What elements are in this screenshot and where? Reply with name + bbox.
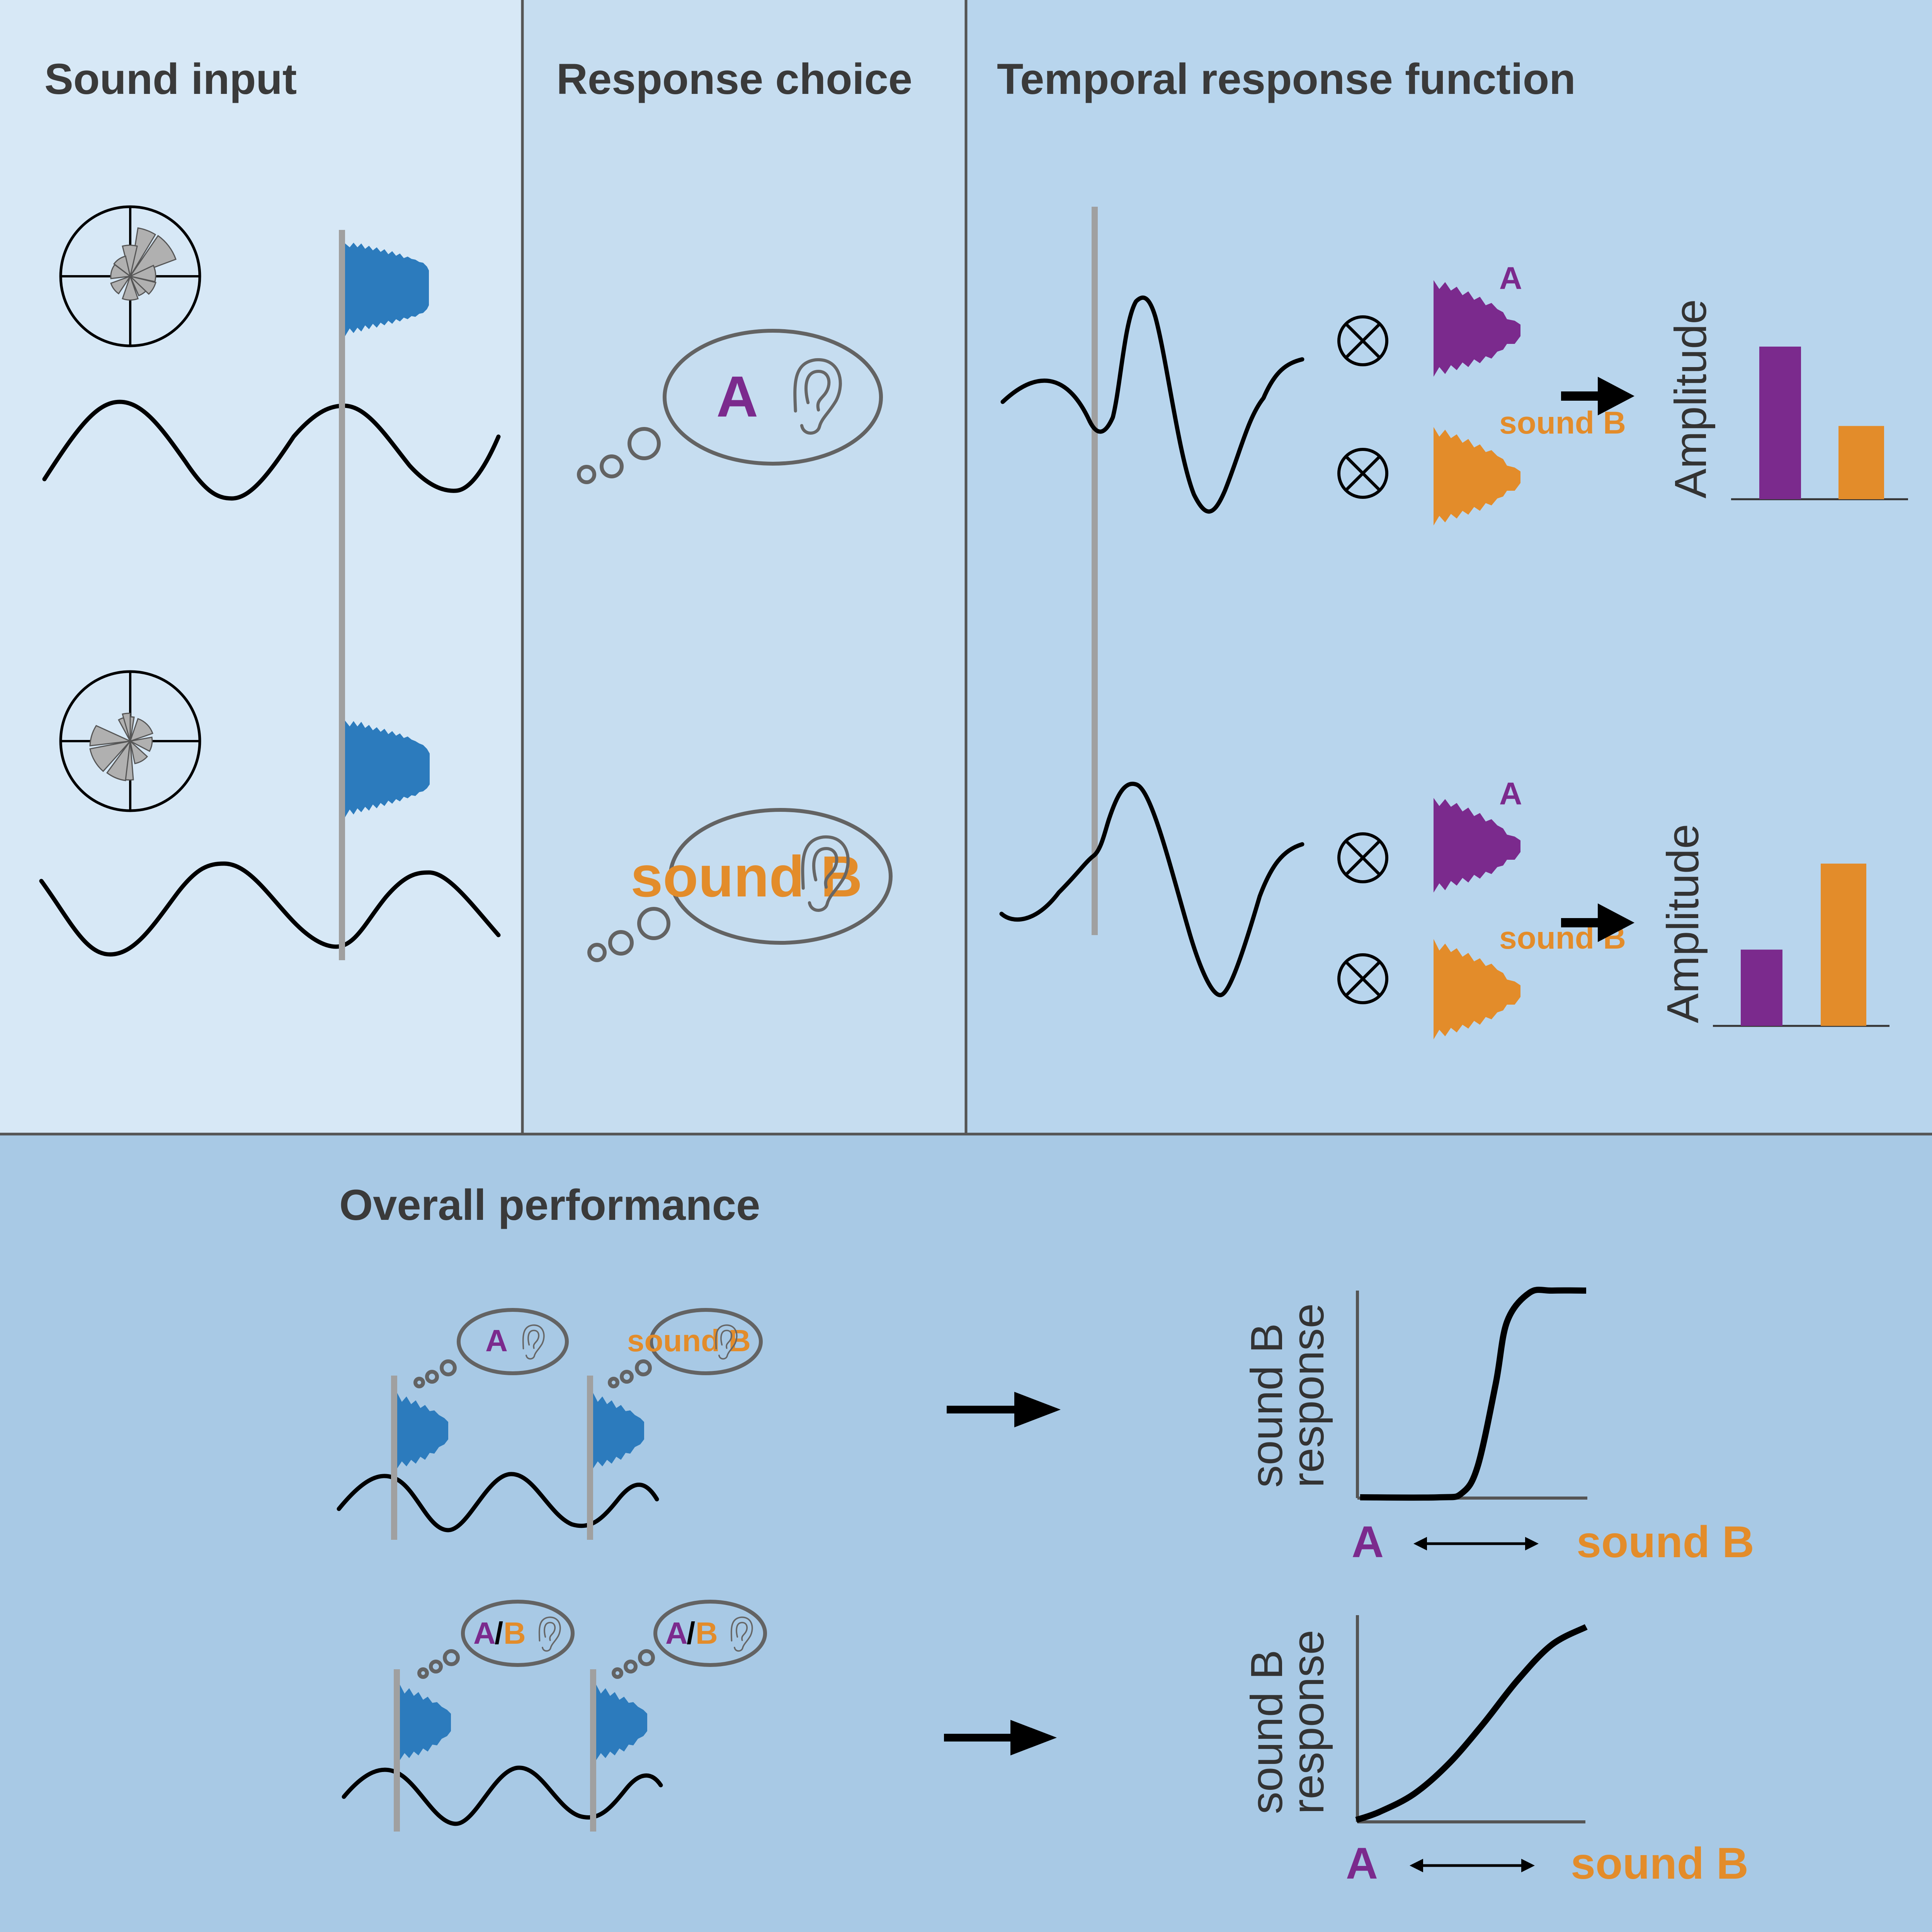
bubble-dot-large — [637, 907, 670, 940]
psychometric-plot-1: sound B response A sound B — [1242, 1286, 1754, 1567]
overall-letter-ab-b: B — [503, 1616, 526, 1650]
panel-sound-input — [0, 0, 522, 1134]
arrow-trf-1 — [1561, 377, 1634, 415]
convolution-symbols — [1337, 315, 1388, 1004]
overall-letter-ab-a: A — [665, 1616, 688, 1650]
sound-waveform-2 — [345, 721, 430, 817]
psych-ylabel-line1: sound B — [1242, 1323, 1292, 1488]
thought-bubble-a: A — [577, 329, 883, 484]
psych-x-label-a: A — [1346, 1839, 1378, 1888]
psych-curve — [1355, 1624, 1588, 1823]
overall-sinusoid-1 — [337, 1472, 659, 1532]
psych-ylabel-line2: response — [1283, 1303, 1333, 1488]
waveform-b-1 — [1434, 427, 1520, 526]
overall-sinusoid-2 — [342, 1765, 663, 1826]
bubble-ellipse-a — [663, 329, 883, 466]
overall-waveform-2b — [596, 1685, 647, 1760]
panel-overall — [0, 1134, 1932, 1932]
bubble-dot-small — [587, 943, 607, 962]
waveform-label-b-1: sound B — [1499, 405, 1626, 440]
psych-x-label-b: sound B — [1577, 1517, 1754, 1567]
convolve-icon — [1337, 448, 1388, 499]
convolve-icon — [1337, 953, 1388, 1004]
psych-x-label-b: sound B — [1571, 1839, 1748, 1888]
overall-letter-b: sound B — [627, 1323, 751, 1358]
bar-chart-ylabel: Amplitude — [1665, 299, 1716, 498]
bar-b — [1838, 426, 1884, 499]
bar-chart-ylabel: Amplitude — [1658, 824, 1708, 1023]
waveform-a-2 — [1434, 798, 1520, 893]
title-sound-input: Sound input — [44, 55, 297, 103]
overall-letter-a: A — [485, 1323, 508, 1358]
choice-letter-b: sound B — [631, 844, 862, 909]
polar-plot-1 — [59, 205, 201, 347]
title-overall: Overall performance — [339, 1181, 760, 1229]
sinusoid-2 — [39, 861, 501, 957]
bar-a — [1741, 949, 1782, 1026]
sound-waveform-1 — [345, 243, 429, 336]
arrow-overall-1 — [947, 1392, 1061, 1427]
overall-bubble-1b: sound B — [608, 1308, 763, 1388]
rose-wedges — [110, 227, 177, 301]
overall-letter-ab-slash: / — [495, 1616, 503, 1650]
overall-waveform-2a — [400, 1685, 451, 1760]
arrow-trf-2 — [1561, 903, 1634, 942]
overall-bubble-2a: A / B — [417, 1600, 575, 1679]
bubble-dot-large — [628, 427, 661, 460]
waveform-label-a-2: A — [1499, 776, 1522, 811]
overall-letter-ab-a: A — [473, 1616, 496, 1650]
bar-chart-2: Amplitude — [1658, 824, 1889, 1027]
bubble-dot-medium — [608, 930, 634, 956]
overall-bubble-2b: A / B — [612, 1600, 767, 1679]
title-response-choice: Response choice — [556, 55, 912, 103]
waveform-a-1 — [1434, 280, 1520, 377]
waveform-b-2 — [1434, 939, 1520, 1039]
overall-waveform-1a — [397, 1393, 448, 1468]
overall-bubble-1a: A — [413, 1308, 569, 1388]
psych-ylabel-line1: sound B — [1242, 1650, 1292, 1814]
panel-trf — [966, 0, 1932, 1134]
arrow-overall-2 — [944, 1720, 1057, 1755]
thought-bubble-b: sound B — [587, 808, 893, 962]
rose-wedges — [89, 713, 153, 781]
choice-letter-a: A — [716, 364, 758, 429]
convolve-icon — [1337, 315, 1388, 366]
waveform-label-a-1: A — [1499, 261, 1522, 296]
title-trf: Temporal response function — [997, 55, 1576, 103]
psych-curve — [1360, 1286, 1587, 1501]
panel-response-choice — [522, 0, 966, 1134]
overall-letter-ab-slash: / — [687, 1616, 695, 1650]
convolve-icon — [1337, 832, 1388, 883]
bubble-dot-medium — [600, 454, 624, 478]
bar-chart-1: Amplitude — [1665, 299, 1908, 500]
psychometric-plot-2: sound B response A sound B — [1242, 1615, 1748, 1888]
bar-b — [1821, 864, 1866, 1026]
trf-curve-1 — [1000, 295, 1304, 514]
sinusoid-1 — [42, 400, 501, 501]
bubble-ellipse-b — [668, 808, 893, 945]
psych-ylabel-line2: response — [1283, 1630, 1333, 1814]
bar-a — [1759, 347, 1801, 499]
bubble-dot-small — [577, 465, 596, 484]
trf-curve-2 — [999, 782, 1304, 997]
polar-plot-2 — [59, 670, 201, 812]
psych-x-label-a: A — [1352, 1517, 1384, 1567]
overall-letter-ab-b: B — [696, 1616, 718, 1650]
overall-waveform-1b — [593, 1393, 644, 1468]
